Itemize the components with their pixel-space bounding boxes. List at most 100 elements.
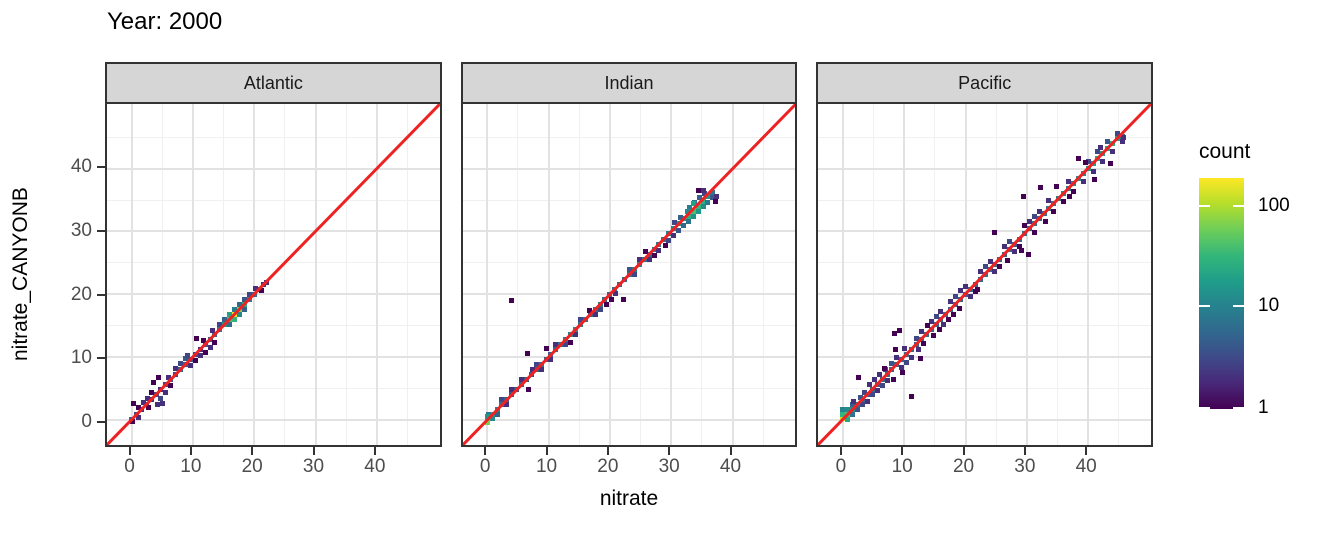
bin2d-cell <box>586 308 592 314</box>
facet-pacific: Pacific 0 10 20 30 40 <box>816 62 1154 481</box>
bin2d-cell <box>700 187 706 193</box>
bin2d-cell <box>194 335 200 341</box>
bin2d-cell <box>631 271 637 277</box>
gridline-minor <box>462 262 796 264</box>
y-tick-mark <box>97 293 105 296</box>
gridline-minor <box>818 136 1152 138</box>
bin2d-cell <box>241 306 247 312</box>
x-tick-label: 0 <box>835 456 847 477</box>
bin2d-cell <box>553 342 559 348</box>
bin2d-cell <box>987 259 993 265</box>
gridline-major <box>818 356 1152 359</box>
bin2d-cell <box>845 417 851 423</box>
gridline-major <box>253 104 256 445</box>
bin2d-cell <box>872 377 878 383</box>
bin2d-cell <box>525 350 531 356</box>
bin2d-cell <box>241 296 247 302</box>
bin2d-cell <box>519 382 525 388</box>
gridline-minor <box>223 104 225 445</box>
bin2d-cell <box>252 285 258 291</box>
bin2d-cell <box>1031 213 1037 219</box>
facet-atlantic: Atlantic 0 10 20 30 40 <box>105 62 442 481</box>
bin2d-cell <box>862 389 868 395</box>
facet-strip-pacific: Pacific <box>816 62 1154 104</box>
bin2d-cell <box>543 345 549 351</box>
bin2d-cell <box>251 291 257 297</box>
bin2d-cell <box>1066 178 1072 184</box>
x-tick-label: 0 <box>479 456 491 477</box>
x-tick-mark <box>1085 447 1088 455</box>
x-tick-mark <box>373 447 376 455</box>
y-tick-label: 40 <box>70 156 92 178</box>
x-tick-mark <box>545 447 548 455</box>
x-axis-atlantic: 0 10 20 30 40 <box>105 447 442 481</box>
gridline-major <box>462 167 796 170</box>
bin2d-cell <box>933 314 939 320</box>
bin2d-cell <box>997 256 1003 262</box>
bin2d-cell <box>712 198 718 204</box>
gridline-minor <box>462 325 796 327</box>
gridline-minor <box>578 104 580 445</box>
bin2d-cell <box>690 213 696 219</box>
bin2d-cell <box>925 323 930 329</box>
bin2d-cell <box>982 264 988 270</box>
bin2d-cell <box>173 372 179 378</box>
bin2d-cell <box>613 290 619 296</box>
gridline-major <box>462 418 796 421</box>
bin2d-cell <box>165 374 171 380</box>
bin2d-cell <box>146 404 152 410</box>
legend: count 100 10 1 <box>1199 140 1329 418</box>
bin2d-cell <box>956 305 962 311</box>
bin2d-cell <box>597 306 603 312</box>
x-tick-label: 10 <box>535 456 558 477</box>
bin2d-cell <box>856 375 862 381</box>
gridline-major <box>375 104 378 445</box>
bin2d-cell <box>642 249 648 255</box>
bin2d-cell <box>685 218 691 224</box>
bin2d-cell <box>882 365 888 371</box>
bin2d-cell <box>901 345 907 351</box>
gridline-major <box>462 293 796 296</box>
x-tick-mark <box>729 447 732 455</box>
bin2d-cell <box>151 379 157 385</box>
bin2d-cell <box>997 264 1003 270</box>
bin2d-cell <box>178 367 184 373</box>
bin2d-cell <box>1067 193 1073 199</box>
gridline-major <box>462 230 796 233</box>
legend-tick-mark <box>1233 204 1244 207</box>
gridline-major <box>107 293 440 296</box>
bin2d-cell <box>909 354 915 360</box>
x-tick-mark <box>1023 447 1026 455</box>
bin2d-cell <box>201 338 207 344</box>
y-tick-label: 10 <box>70 347 92 369</box>
legend-colorbar: 100 10 1 <box>1199 178 1290 418</box>
bin2d-cell <box>212 339 218 345</box>
gridline-major <box>547 104 550 445</box>
facet-indian: Indian 0 10 20 30 40 <box>460 62 798 481</box>
bin2d-cell <box>246 291 252 297</box>
bin2d-cell <box>977 276 983 282</box>
gridline-major <box>107 167 440 170</box>
bin2d-cell <box>1107 160 1113 166</box>
bin2d-cell <box>192 358 198 364</box>
y-axis-label: nitrate_CANYONB <box>9 187 32 362</box>
legend-tick-mark <box>1233 305 1244 308</box>
bin2d-cell <box>918 329 924 335</box>
bin2d-cell <box>958 296 964 302</box>
plot-panel-atlantic <box>105 102 442 447</box>
bin2d-cell <box>1075 156 1081 162</box>
bin2d-cell <box>1070 181 1076 187</box>
gridline-major <box>608 104 611 445</box>
bin2d-cell <box>1053 183 1059 189</box>
legend-tick-mark <box>1199 204 1210 207</box>
bin2d-cell <box>136 414 142 420</box>
gridline-minor <box>107 325 440 327</box>
x-tick-label: 20 <box>597 456 619 477</box>
gridline-major <box>818 230 1152 233</box>
bin2d-cell <box>617 281 623 287</box>
bin2d-cell <box>263 280 269 286</box>
bin2d-cell <box>1037 185 1043 191</box>
bin2d-cell <box>217 321 223 327</box>
gridline-major <box>731 104 734 445</box>
